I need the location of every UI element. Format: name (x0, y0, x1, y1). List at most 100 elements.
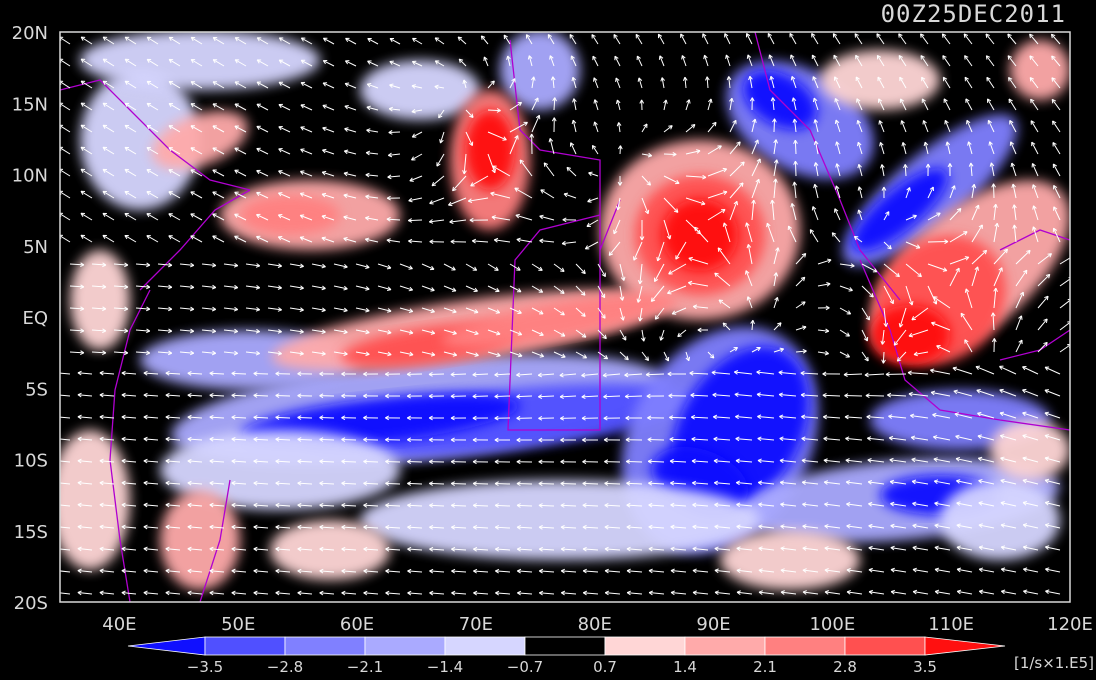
wind-vector (602, 372, 621, 378)
wind-vector (813, 162, 819, 177)
vorticity-contour (852, 168, 948, 252)
wind-vector (626, 568, 643, 574)
wind-vector (231, 568, 247, 574)
wind-vector (650, 285, 665, 302)
wind-vector (795, 276, 806, 287)
wind-vector (457, 36, 467, 45)
wind-vector (399, 307, 414, 313)
wind-vector (705, 76, 710, 89)
wind-vector (669, 415, 687, 420)
wind-vector (857, 186, 863, 199)
wind-vector (345, 37, 357, 45)
wind-vector (146, 235, 159, 243)
wind-vector (663, 151, 677, 157)
wind-vector (833, 54, 841, 67)
colorbar-segment (604, 636, 686, 656)
wind-vector (399, 329, 414, 335)
wind-vector (143, 392, 159, 398)
wind-vector (952, 366, 973, 375)
wind-vector (113, 284, 129, 290)
wind-vector (707, 190, 728, 199)
wind-vector (685, 124, 696, 133)
wind-vector (934, 567, 951, 573)
wind-vector (429, 524, 445, 530)
wind-vector (471, 238, 489, 244)
wind-vector (560, 590, 577, 596)
wind-vector (469, 217, 489, 223)
wind-vector (563, 192, 577, 199)
wind-vector (955, 434, 973, 441)
vorticity-contour (500, 32, 580, 110)
wind-vector (923, 141, 929, 155)
wind-vector (275, 459, 291, 464)
wind-vector (868, 501, 885, 507)
wind-vector (472, 459, 489, 465)
wind-vector (1050, 33, 1061, 45)
wind-vector (845, 458, 863, 463)
wind-vector (978, 523, 995, 529)
wind-vector (429, 590, 445, 596)
wind-vector (516, 481, 533, 486)
wind-vector (1022, 388, 1039, 397)
wind-vector (881, 351, 886, 364)
wind-vector (77, 502, 93, 508)
wind-vector (663, 197, 679, 213)
wind-vector (927, 285, 938, 305)
wind-vector (143, 568, 159, 574)
wind-vector (465, 351, 479, 357)
wind-vector (516, 459, 533, 465)
wind-vector (509, 121, 528, 133)
wind-vector (209, 393, 225, 398)
wind-vector (77, 414, 93, 420)
wind-vector (187, 458, 203, 464)
wind-vector (758, 590, 775, 595)
wind-vector (253, 393, 269, 398)
colorbar-segment (444, 636, 526, 656)
wind-vector (121, 480, 137, 486)
wind-vector (1053, 206, 1061, 221)
wind-vector (604, 459, 621, 465)
wind-vector (949, 267, 960, 287)
wind-vector (363, 568, 379, 574)
wind-vector (256, 81, 269, 89)
wind-vector (407, 503, 423, 508)
wind-vector (1037, 295, 1049, 309)
wind-vector (411, 60, 423, 67)
wind-vector (625, 437, 643, 443)
wind-vector (593, 77, 599, 89)
wind-vector (889, 479, 907, 485)
colorbar-arrow-right (924, 636, 1006, 656)
colorbar-label: −2.1 (347, 658, 383, 676)
wind-vector (333, 307, 348, 313)
wind-vector (964, 55, 973, 67)
wind-vector (231, 524, 247, 530)
wind-vector (905, 214, 917, 221)
wind-vector (779, 414, 797, 420)
wind-vector (366, 105, 379, 111)
wind-vector (1029, 77, 1039, 89)
wind-vector (406, 415, 423, 421)
wind-vector (429, 546, 445, 552)
wind-vector (883, 211, 890, 221)
wind-vector (135, 262, 151, 268)
vorticity-contour (360, 60, 480, 120)
wind-vector (883, 307, 889, 327)
wind-vector (366, 82, 379, 89)
wind-vector (322, 37, 335, 45)
wind-vector (231, 415, 247, 420)
wind-vector (386, 238, 401, 243)
wind-vector (949, 256, 970, 265)
wind-vector (899, 98, 907, 111)
wind-vector (912, 589, 929, 595)
wind-vector (297, 590, 313, 596)
wind-vector (626, 502, 643, 508)
wind-vector (905, 241, 921, 249)
coastline (109, 289, 151, 602)
wind-vector (494, 437, 511, 443)
wind-vector (275, 437, 291, 442)
wind-vector (663, 175, 680, 185)
wind-vector (80, 234, 93, 243)
colorbar-arrow-left (127, 636, 206, 656)
colorbar-label: −3.5 (187, 658, 223, 676)
wind-vector (321, 214, 335, 221)
